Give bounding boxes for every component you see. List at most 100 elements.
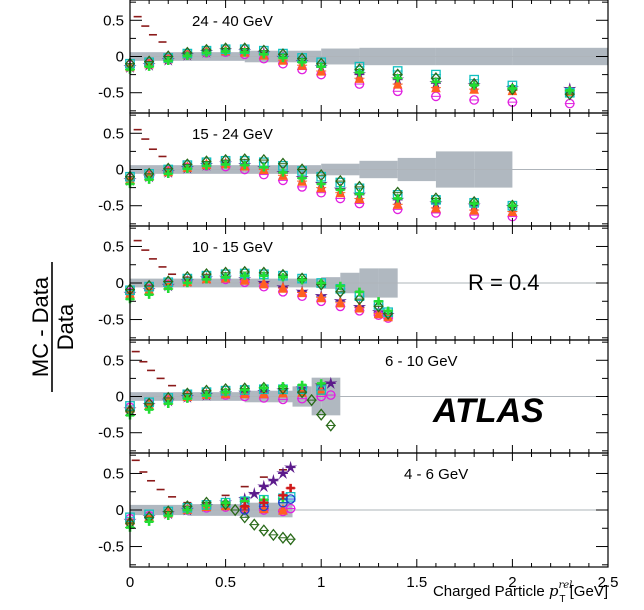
data-point-cross — [164, 284, 173, 294]
data-point-cross — [297, 275, 307, 285]
x-axis-label-suffix: [GeV] — [565, 583, 608, 600]
panel-1: 0.5 0 -0.5 24 - 40 GeV — [98, 0, 609, 114]
panel-bin-label: 24 - 40 GeV — [192, 13, 273, 30]
data-point-cross — [144, 405, 154, 414]
data-point-diamond — [507, 199, 518, 212]
data-point-star — [257, 479, 271, 493]
radius-label: R = 0.4 — [468, 270, 540, 295]
data-point-cross — [183, 394, 192, 403]
data-point-cross — [221, 272, 230, 282]
data-point-star — [266, 473, 280, 487]
x-axis-label-prefix: Charged Particle — [433, 583, 549, 600]
data-point-cross — [202, 390, 211, 400]
series-cross — [125, 160, 518, 210]
data-point-cross — [164, 56, 173, 66]
data-point-cross — [240, 385, 249, 395]
data-point-triangle — [469, 203, 479, 215]
data-point-star — [324, 376, 338, 390]
data-point-cross — [278, 53, 288, 63]
data-point-cross — [286, 483, 295, 493]
data-point-triangle — [431, 81, 441, 93]
data-point-cross — [355, 287, 364, 296]
y-tick-label: 0.5 — [103, 238, 124, 255]
y-tick-label: -0.5 — [98, 425, 124, 442]
y-tick-label: 0 — [116, 162, 124, 179]
x-tick-label: 2.5 — [598, 574, 619, 591]
data-point-cross — [202, 48, 211, 58]
data-point-triangle — [354, 301, 365, 313]
y-tick-label: -0.5 — [98, 198, 124, 215]
data-point-cross — [336, 281, 345, 291]
panel-3: 0.5 0 -0.5 10 - 15 GeV — [98, 225, 609, 341]
data-point-cross — [508, 84, 517, 93]
data-point-cross — [297, 58, 307, 67]
data-point-triangle — [335, 296, 346, 308]
data-point-cross — [144, 62, 154, 71]
data-point-triangle — [431, 201, 441, 213]
data-point-diamond — [230, 503, 241, 517]
data-point-star — [276, 466, 290, 480]
data-point-triangle — [316, 291, 327, 303]
data-point-cross — [431, 197, 441, 206]
data-point-cross — [240, 160, 249, 170]
data-point-cross — [221, 387, 230, 397]
data-point-star — [284, 460, 298, 474]
data-point-cross — [183, 51, 192, 60]
y-tick-label: -0.5 — [98, 312, 124, 329]
data-point-cross — [240, 502, 249, 511]
y-axis-label-denominator: Data — [53, 303, 78, 350]
panel-bin-label: 6 - 10 GeV — [385, 353, 458, 370]
data-point-cross — [259, 50, 269, 59]
data-point-diamond — [325, 419, 336, 432]
data-point-cross — [221, 47, 230, 56]
data-point-cross — [278, 272, 288, 282]
data-point-diamond — [258, 381, 269, 395]
y-tick-label: 0.5 — [103, 125, 124, 142]
x-tick-label: 1 — [317, 574, 325, 591]
data-point-diamond — [354, 292, 365, 306]
series-cross — [239, 483, 296, 511]
data-point-cross — [202, 161, 211, 171]
panel-5: 0.5 0 -0.5 4 - 6 GeV 0 0.5 1 1.5 2 2.5 — [98, 452, 619, 591]
data-point-diamond — [335, 285, 346, 299]
y-tick-label: 0.5 — [103, 352, 124, 369]
data-point-cross — [183, 278, 192, 288]
experiment-label: ATLAS — [432, 392, 544, 430]
data-point-circle — [285, 503, 296, 514]
data-point-cross — [508, 201, 517, 210]
y-tick-label: 0.5 — [103, 465, 124, 482]
data-point-cross — [164, 169, 173, 179]
data-point-diamond — [258, 524, 269, 537]
data-point-cross — [278, 168, 288, 177]
series-cross — [125, 47, 575, 95]
y-axis-label-numerator: MC - Data — [28, 276, 53, 377]
data-point-diamond — [239, 511, 250, 524]
data-point-diamond — [249, 518, 260, 531]
x-tick-label: 0.5 — [215, 574, 236, 591]
data-point-cross — [202, 501, 211, 510]
y-tick-label: 0 — [116, 389, 124, 406]
data-point-cross — [278, 382, 288, 391]
data-point-cross — [221, 160, 230, 169]
x-tick-label: 2 — [508, 574, 516, 591]
data-point-cross — [469, 81, 479, 90]
y-tick-label: -0.5 — [98, 539, 124, 556]
data-point-triangle — [278, 503, 288, 515]
data-point-triangle — [278, 386, 288, 398]
data-point-cross — [144, 290, 154, 299]
data-point-cross — [431, 77, 441, 87]
data-point-cross — [317, 278, 326, 288]
data-point-cross — [374, 297, 383, 306]
panel-bin-label: 10 - 15 GeV — [192, 239, 273, 256]
data-point-diamond — [564, 87, 575, 101]
data-point-cross — [221, 498, 230, 507]
y-tick-label: 0 — [116, 502, 124, 519]
x-axis-label: Charged Particle prel T [GeV] — [433, 580, 608, 605]
data-point-diamond — [373, 300, 384, 313]
series-dash — [133, 239, 177, 276]
data-point-cross — [393, 74, 402, 83]
data-point-circle — [469, 95, 480, 105]
data-point-cross — [240, 47, 249, 57]
